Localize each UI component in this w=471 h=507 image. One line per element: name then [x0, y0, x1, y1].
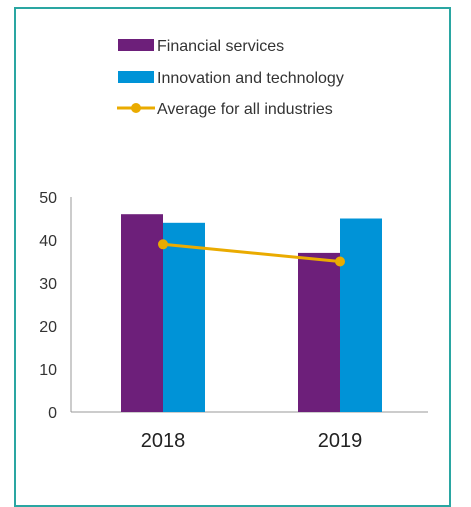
- x-tick-label-2019: 2019: [318, 430, 363, 452]
- legend-swatch-innovation-and-technology: [118, 71, 154, 83]
- legend-label-average-for-all-industries: Average for all industries: [157, 101, 333, 118]
- x-tick-labels: 2018 2019: [141, 430, 363, 452]
- y-tick-label-20: 20: [39, 319, 57, 336]
- x-tick-label-2018: 2018: [141, 430, 186, 452]
- line-average-for-all-industries: [162, 242, 341, 263]
- y-tick-label-40: 40: [39, 233, 57, 250]
- bar-innovation-and-technology-2019: [340, 218, 382, 412]
- legend-marker-average: [131, 103, 141, 113]
- y-tick-label-30: 30: [39, 276, 57, 293]
- legend-label-financial-services: Financial services: [157, 38, 284, 55]
- bar-financial-services-2018: [121, 214, 163, 412]
- y-tick-label-10: 10: [39, 362, 57, 379]
- point-average-for-all-industries-2018: [158, 239, 168, 250]
- bar-financial-services-2019: [298, 252, 340, 412]
- y-tick-labels: 0 10 20 30 40 50: [39, 190, 57, 422]
- chart: Financial services Innovation and techno…: [39, 38, 428, 452]
- y-tick-label-50: 50: [39, 190, 57, 207]
- average-line: [158, 239, 345, 267]
- legend-swatch-financial-services: [118, 39, 154, 51]
- legend: Financial services Innovation and techno…: [117, 38, 344, 118]
- bar-innovation-and-technology-2018: [163, 222, 205, 412]
- bars: [121, 214, 382, 412]
- point-average-for-all-industries-2019: [335, 256, 345, 267]
- y-tick-label-0: 0: [48, 405, 57, 422]
- legend-label-innovation-and-technology: Innovation and technology: [157, 70, 344, 87]
